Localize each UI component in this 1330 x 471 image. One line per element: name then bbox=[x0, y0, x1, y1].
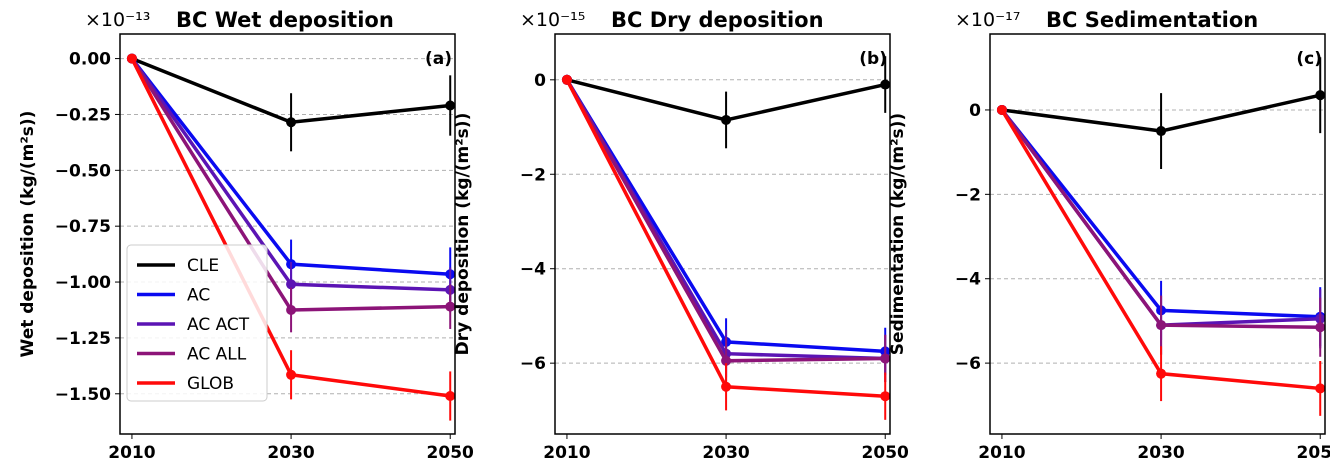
panel: 0 −2 −4 −6 2010 2030 2050 (b) ×10⁻¹⁵ BC Dry depos… bbox=[453, 8, 909, 463]
panel: 0 −2 −4 −6 2010 2030 2050 (c) ×10⁻¹⁷ BC Sedimenta… bbox=[888, 8, 1330, 463]
marker bbox=[286, 117, 297, 128]
legend-label: AC ACT bbox=[187, 315, 250, 335]
y-axis-label: Wet deposition (kg/(m²s)) bbox=[18, 111, 38, 358]
axes-frame bbox=[554, 33, 891, 435]
chart-title: BC Dry deposition bbox=[611, 8, 824, 32]
x-tick-label: 2010 bbox=[108, 443, 155, 463]
y-axis-label: Sedimentation (kg/(m²s)) bbox=[888, 113, 908, 355]
marker bbox=[880, 79, 891, 90]
y-tick-label: 0 bbox=[534, 71, 546, 91]
marker bbox=[1315, 383, 1326, 394]
y-tick-label: −0.25 bbox=[55, 105, 111, 125]
marker bbox=[445, 301, 456, 312]
marker bbox=[1315, 322, 1326, 333]
offset-text: ×10⁻¹³ bbox=[85, 9, 150, 31]
marker bbox=[286, 369, 297, 380]
marker bbox=[1156, 368, 1167, 379]
x-tick-label: 2050 bbox=[862, 443, 909, 463]
x-tick-label: 2010 bbox=[543, 443, 590, 463]
legend-frame bbox=[126, 244, 268, 402]
x-tick-label: 2010 bbox=[978, 443, 1025, 463]
axes-frame bbox=[989, 33, 1326, 435]
marker bbox=[445, 100, 456, 111]
chart-title: BC Wet deposition bbox=[176, 8, 394, 32]
marker bbox=[721, 355, 732, 366]
marker bbox=[561, 74, 572, 85]
legend-label: CLE bbox=[187, 256, 219, 276]
marker bbox=[721, 381, 732, 392]
y-tick-label: −0.75 bbox=[55, 217, 111, 237]
legend-label: AC bbox=[187, 286, 210, 306]
y-tick-label: −1.00 bbox=[55, 273, 111, 293]
marker bbox=[721, 114, 732, 125]
panel: 0.00 −0.25 −0.50 −0.75 −1.00 −1.25 −1.50 2010 20… bbox=[18, 8, 474, 463]
x-tick-label: 2030 bbox=[1137, 443, 1184, 463]
panel-label: (b) bbox=[859, 49, 887, 69]
y-axis-label: Dry deposition (kg/(m²s)) bbox=[453, 113, 473, 356]
marker bbox=[126, 53, 137, 64]
y-tick-label: −6 bbox=[955, 354, 981, 374]
y-tick-label: −1.50 bbox=[55, 385, 111, 405]
x-tick-label: 2030 bbox=[702, 443, 749, 463]
marker bbox=[1315, 90, 1326, 101]
marker bbox=[880, 391, 891, 402]
marker bbox=[996, 104, 1007, 115]
marker bbox=[1156, 126, 1167, 137]
marker bbox=[1156, 320, 1167, 331]
x-tick-label: 2030 bbox=[267, 443, 314, 463]
marker bbox=[880, 353, 891, 364]
chart-title: BC Sedimentation bbox=[1046, 8, 1258, 32]
legend-label: GLOB bbox=[187, 374, 234, 394]
y-tick-label: −1.25 bbox=[55, 329, 111, 349]
axes-frame bbox=[119, 33, 456, 435]
x-tick-label: 2050 bbox=[1297, 443, 1330, 463]
y-tick-label: −6 bbox=[520, 354, 546, 374]
panel-label: (c) bbox=[1296, 49, 1322, 69]
y-tick-label: 0 bbox=[969, 101, 981, 121]
y-tick-label: −0.50 bbox=[55, 161, 111, 181]
x-tick-label: 2050 bbox=[427, 443, 474, 463]
marker bbox=[286, 279, 297, 290]
marker bbox=[445, 391, 456, 402]
y-tick-label: −2 bbox=[955, 185, 981, 205]
panel-label: (a) bbox=[425, 49, 452, 69]
offset-text: ×10⁻¹⁷ bbox=[955, 9, 1020, 31]
y-tick-label: −2 bbox=[520, 165, 546, 185]
y-tick-label: −4 bbox=[520, 260, 546, 280]
y-tick-label: 0.00 bbox=[69, 50, 111, 70]
legend-label: AC ALL bbox=[187, 345, 247, 365]
offset-text: ×10⁻¹⁵ bbox=[520, 9, 585, 31]
legend: CLE AC AC ACT AC ALL GLOB bbox=[126, 244, 268, 402]
marker bbox=[286, 304, 297, 315]
y-tick-label: −4 bbox=[955, 270, 981, 290]
